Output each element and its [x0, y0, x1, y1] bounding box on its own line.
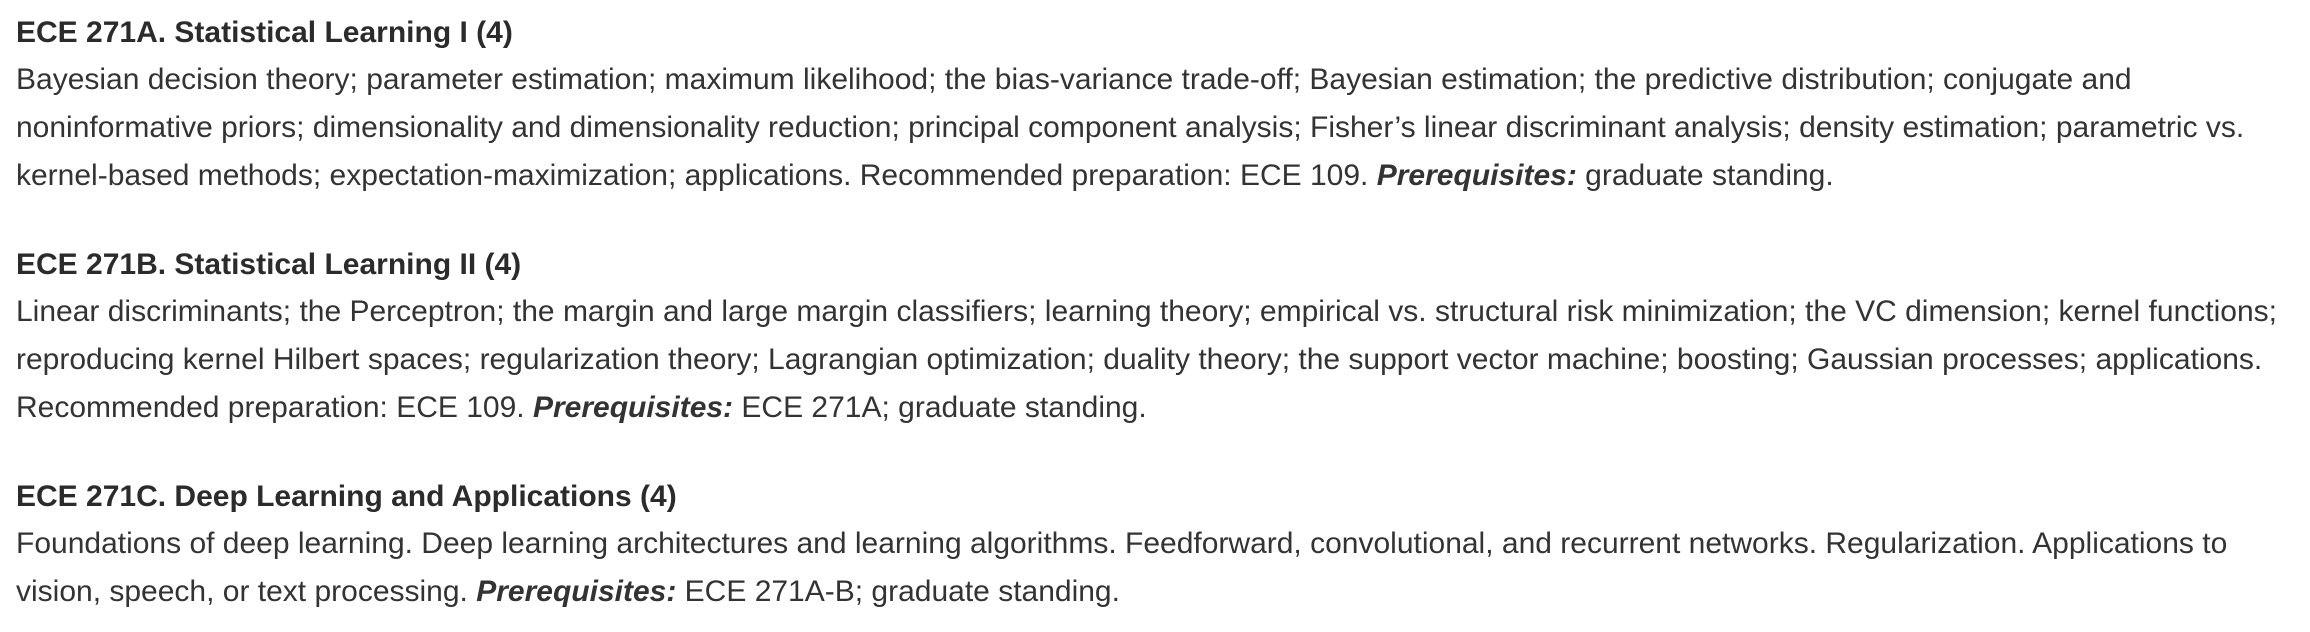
prerequisites-text: graduate standing. [1585, 159, 1834, 192]
course-description: Linear discriminants; the Perceptron; th… [16, 288, 2294, 432]
course-entry-271b: ECE 271B. Statistical Learning II (4) Li… [16, 242, 2294, 432]
prerequisites-label: Prerequisites: [532, 391, 734, 424]
course-description: Foundations of deep learning. Deep learn… [16, 520, 2294, 616]
course-description-text: Foundations of deep learning. Deep learn… [16, 527, 2228, 608]
prerequisites-text: ECE 271A-B; graduate standing. [684, 575, 1120, 608]
course-description: Bayesian decision theory; parameter esti… [16, 56, 2294, 200]
course-entry-271a: ECE 271A. Statistical Learning I (4) Bay… [16, 10, 2294, 200]
course-description-text: Bayesian decision theory; parameter esti… [16, 63, 2245, 192]
prerequisites-label: Prerequisites: [476, 575, 677, 608]
course-title: ECE 271A. Statistical Learning I (4) [16, 16, 513, 49]
course-title: ECE 271C. Deep Learning and Applications… [16, 480, 677, 513]
course-title: ECE 271B. Statistical Learning II (4) [16, 248, 522, 281]
prerequisites-text: ECE 271A; graduate standing. [741, 391, 1147, 424]
prerequisites-label: Prerequisites: [1376, 159, 1577, 192]
course-entry-271c: ECE 271C. Deep Learning and Applications… [16, 474, 2294, 616]
course-description-text: Linear discriminants; the Perceptron; th… [16, 295, 2277, 424]
